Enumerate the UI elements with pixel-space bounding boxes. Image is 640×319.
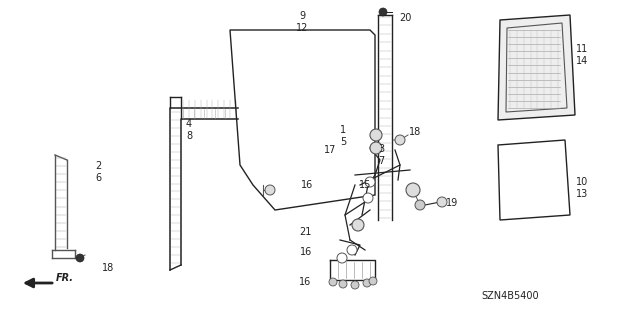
Text: 9
12: 9 12 (296, 11, 308, 33)
Circle shape (395, 135, 405, 145)
Circle shape (352, 219, 364, 231)
Text: 16: 16 (301, 180, 313, 190)
Text: FR.: FR. (56, 273, 74, 283)
Circle shape (351, 281, 359, 289)
Circle shape (363, 193, 373, 203)
Polygon shape (498, 15, 575, 120)
Text: 2
6: 2 6 (95, 161, 101, 183)
Circle shape (365, 177, 375, 187)
Text: 10
13: 10 13 (576, 177, 588, 199)
Text: 21: 21 (299, 227, 311, 237)
Circle shape (76, 254, 84, 262)
Text: 16: 16 (300, 247, 312, 257)
Circle shape (406, 183, 420, 197)
Circle shape (329, 278, 337, 286)
Text: 1
5: 1 5 (340, 125, 346, 147)
Text: 3
7: 3 7 (378, 144, 384, 166)
Circle shape (339, 280, 347, 288)
Text: 20: 20 (399, 13, 411, 23)
Circle shape (370, 142, 382, 154)
Text: 11
14: 11 14 (576, 44, 588, 66)
Circle shape (347, 245, 357, 255)
Circle shape (337, 253, 347, 263)
Text: 15: 15 (359, 180, 371, 190)
Text: 18: 18 (102, 263, 114, 273)
Text: 4
8: 4 8 (186, 119, 192, 141)
Circle shape (265, 185, 275, 195)
Text: 18: 18 (409, 127, 421, 137)
Text: 16: 16 (299, 277, 311, 287)
Circle shape (379, 8, 387, 16)
Text: SZN4B5400: SZN4B5400 (481, 291, 539, 301)
Circle shape (363, 279, 371, 287)
Text: 19: 19 (446, 198, 458, 208)
Circle shape (369, 277, 377, 285)
Text: 17: 17 (324, 145, 336, 155)
Circle shape (437, 197, 447, 207)
Circle shape (415, 200, 425, 210)
Circle shape (370, 129, 382, 141)
